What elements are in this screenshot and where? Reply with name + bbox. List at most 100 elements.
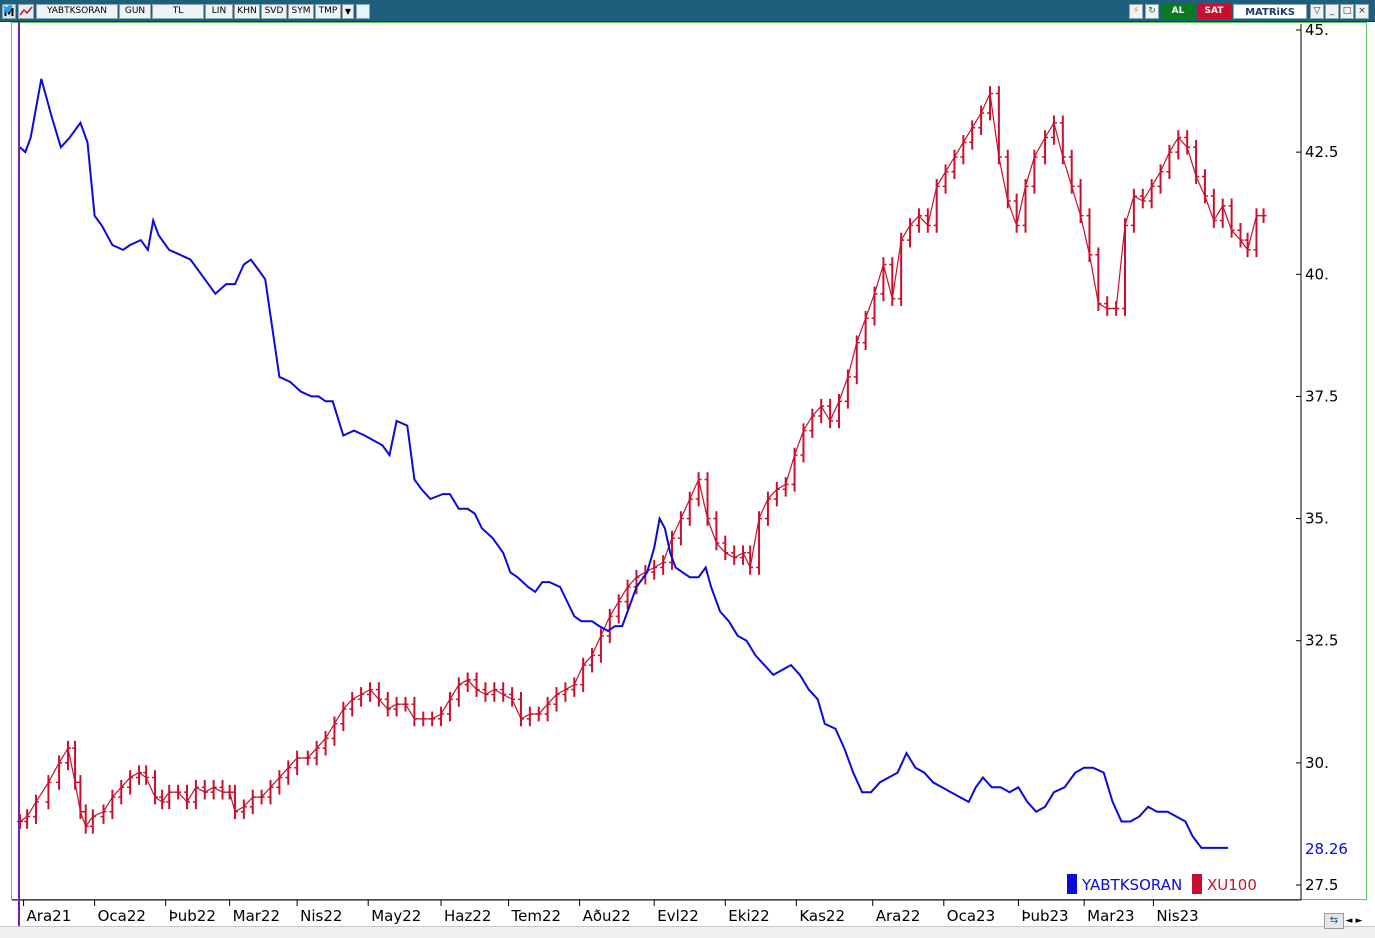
sync-icon[interactable]: ⇆: [1324, 913, 1344, 929]
xu100-bar: [56, 755, 63, 790]
y-tick-label: 42.5: [1305, 143, 1338, 161]
x-tick-label: Mar22: [233, 907, 280, 925]
scroll-left-button[interactable]: ◄: [1345, 916, 1353, 926]
legend-label: XU100: [1207, 876, 1257, 894]
legend-swatch: [1192, 874, 1202, 894]
x-tick-label: Oca22: [98, 907, 146, 925]
legend-swatch: [1067, 874, 1077, 894]
brand-logo: MATRiKS: [1233, 4, 1307, 19]
xu100-bar: [827, 398, 834, 429]
sell-button[interactable]: SAT: [1197, 4, 1231, 19]
xu100-bar: [349, 692, 356, 717]
xu100-bar: [1184, 130, 1191, 155]
xu100-bar: [482, 682, 489, 702]
xu100-bar: [45, 775, 52, 810]
xu100-bar: [722, 535, 729, 561]
y-tick-label: 37.5: [1305, 387, 1338, 405]
legend-item: XU100: [1192, 874, 1257, 894]
symbol-field[interactable]: YABTKSORAN: [36, 4, 118, 19]
xu100-bar: [544, 696, 551, 722]
xu100-bar: [562, 682, 569, 702]
xu100-bar: [411, 696, 418, 727]
bottom-scrollbar[interactable]: [0, 926, 1375, 938]
timeline-navigation: ⇆ ◄ ►: [1322, 912, 1364, 930]
twitter-icon[interactable]: [3, 4, 370, 19]
xu100-bar: [924, 208, 931, 233]
y-tick-label: 40.: [1305, 265, 1329, 283]
xu100-bar: [183, 784, 190, 810]
maximize-button[interactable]: □: [1340, 4, 1354, 19]
xu100-bar: [800, 423, 807, 463]
close-button[interactable]: ×: [1355, 4, 1369, 19]
xu100-bar: [1210, 188, 1217, 228]
xu100-bar: [773, 481, 780, 507]
x-tick-label: Eki22: [728, 907, 769, 925]
xu100-bar: [526, 706, 533, 727]
xu100-bar: [747, 545, 754, 575]
xu100-bar: [1130, 188, 1137, 233]
xu100-bar: [240, 799, 247, 820]
xu100-bar: [1201, 169, 1208, 204]
chart-type-icon[interactable]: [18, 4, 34, 19]
window-menu-button[interactable]: ▽: [1310, 4, 1324, 19]
x-tick-label: Þub22: [169, 907, 216, 925]
minimize-button[interactable]: _: [1325, 4, 1339, 19]
xu100-bar: [455, 677, 462, 707]
xu100-bar: [1244, 232, 1251, 258]
xu100-bar: [978, 105, 985, 136]
xu100-bar: [606, 608, 613, 644]
toolbar-right-group: ⚡ ↻ AL SAT MATRiKS ▽ _ □ ×: [1129, 4, 1369, 19]
xu100-bar: [835, 393, 842, 429]
xu100-bar: [210, 779, 217, 800]
xu100-bar: [677, 511, 684, 546]
xu100-bar: [384, 692, 391, 717]
xu100-bar: [500, 682, 507, 702]
sym-button[interactable]: SYM: [288, 4, 314, 19]
xu100-bar: [267, 779, 274, 805]
y-tick-label: 45.: [1305, 21, 1329, 39]
y-tick-label: 30.: [1305, 754, 1329, 772]
period-button[interactable]: GUN: [119, 4, 151, 19]
xu100-bar: [118, 779, 125, 805]
x-tick-label: Oca23: [947, 907, 995, 925]
currency-button[interactable]: TL: [152, 4, 204, 19]
x-tick-label: Mar23: [1087, 907, 1134, 925]
refresh-icon[interactable]: ↻: [1145, 4, 1159, 19]
xu100-bar: [375, 682, 382, 707]
toolbar-left-group: M YABTKSORAN GUN TL LIN KHN SVD SYM TMP …: [2, 4, 370, 19]
x-tick-label: Nis22: [300, 907, 342, 925]
svd-button[interactable]: SVD: [261, 4, 287, 19]
xu100-bar: [731, 545, 738, 565]
xu100-bar: [127, 770, 134, 795]
buy-button[interactable]: AL: [1161, 4, 1195, 19]
legend-label: YABTKSORAN: [1081, 876, 1182, 894]
xu100-line: [19, 91, 1264, 828]
yabtksoran-line: [19, 78, 1228, 849]
tmp-button[interactable]: TMP: [315, 4, 341, 19]
toolbar-dropdown-button[interactable]: ▼: [342, 4, 354, 19]
x-tick-label: Nis23: [1156, 907, 1198, 925]
xu100-bar: [915, 208, 922, 233]
xu100-bar: [152, 770, 159, 805]
xu100-bar: [597, 628, 604, 663]
lightning-icon[interactable]: ⚡: [1129, 4, 1143, 19]
x-tick-label: Ara22: [876, 907, 921, 925]
x-tick-label: May22: [371, 907, 421, 925]
lin-button[interactable]: LIN: [205, 4, 233, 19]
xu100-bar: [219, 779, 226, 800]
xu100-bar: [651, 560, 658, 580]
xu100-bar: [313, 740, 320, 766]
y-tick-label: 27.5: [1305, 876, 1338, 894]
xu100-bar: [1166, 144, 1173, 180]
scroll-right-button[interactable]: ►: [1355, 916, 1363, 926]
xu100-bar: [285, 760, 292, 785]
xu100-bar: [686, 491, 693, 526]
last-value-label: 28.26: [1305, 840, 1348, 858]
x-tick-label: Aðu22: [583, 907, 631, 925]
xu100-bar: [358, 687, 365, 707]
khn-button[interactable]: KHN: [234, 4, 260, 19]
xu100-bar: [1157, 164, 1164, 194]
xu100-bar: [276, 770, 283, 795]
xu100-bar: [517, 692, 524, 727]
